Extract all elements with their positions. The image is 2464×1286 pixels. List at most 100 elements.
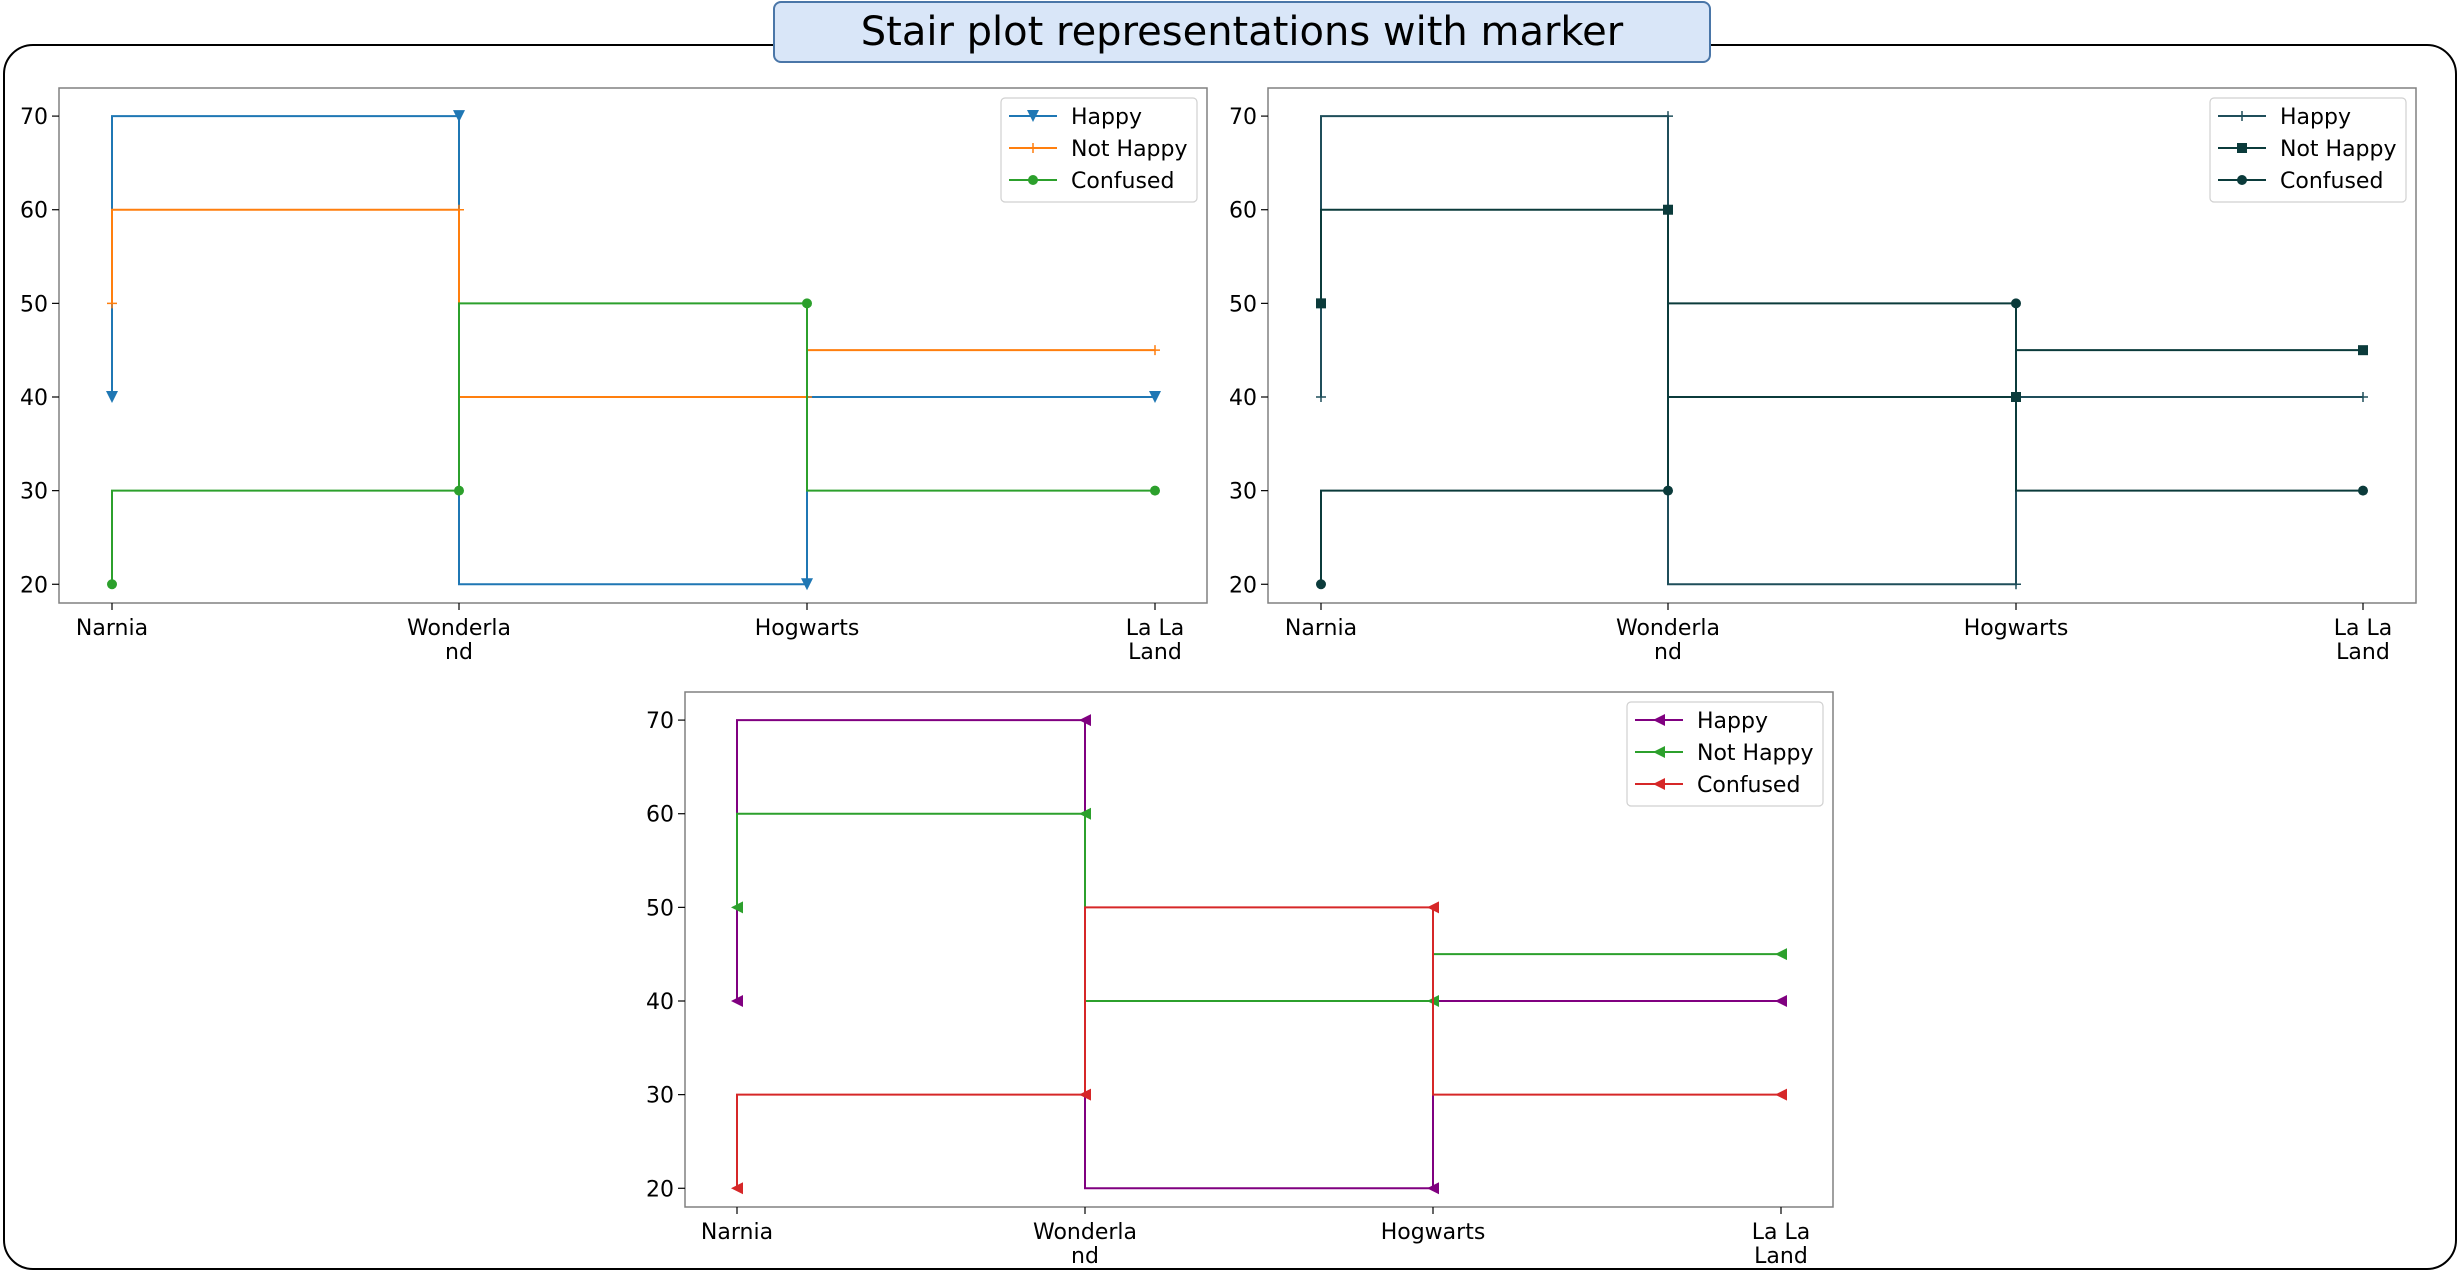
legend: Happy Not Happy Confused [1000,97,1198,203]
data-point-marker [1079,1088,1091,1101]
y-tick-label: 40 [1229,386,1257,411]
data-point-marker [1775,1088,1787,1101]
series-confused [1316,298,2368,590]
legend-marker [1653,714,1665,726]
data-point-marker [107,579,117,590]
y-tick-label: 60 [1229,199,1257,224]
series-confused [107,298,1160,590]
data-point-marker [453,110,465,123]
data-point-marker [2358,345,2368,356]
data-point-marker [1150,345,1160,356]
legend: Happy Not Happy Confused [1626,701,1824,807]
data-point-marker [801,578,813,591]
legend-label: Confused [2280,169,2383,194]
data-point-marker [1427,1182,1439,1195]
series-confused [731,901,1787,1195]
data-point-marker [1775,995,1787,1007]
legend-label: Happy [1071,105,1142,130]
figure-title-box: Stair plot representations with marker [773,1,1711,63]
y-tick-label: 30 [1229,480,1257,505]
x-tick-label: Narnia [1285,616,1357,641]
legend-label: Happy [2280,105,2351,130]
legend-marker [2237,111,2247,121]
data-point-marker [2358,392,2368,402]
series-line [111,302,1155,585]
legend-box [2209,97,2407,203]
data-point-marker [106,391,118,403]
data-point-marker [1316,579,1326,590]
y-tick-label: 70 [1229,105,1257,130]
x-tick-label: Hogwarts [1381,1220,1486,1245]
data-point-marker [1427,901,1439,914]
y-tick-label: 50 [1229,292,1257,317]
legend-label: Happy [1697,709,1768,734]
data-point-marker [731,901,743,914]
x-tick-label: Wonderla nd [1033,1220,1137,1269]
data-point-marker [2011,579,2021,590]
y-tick-label: 40 [20,386,48,411]
y-tick-label: 70 [20,105,48,130]
legend-marker [1653,778,1665,790]
legend-label: Confused [1697,773,1800,798]
series-line [736,906,1781,1189]
y-tick-label: 60 [20,199,48,224]
legend: Happy Not Happy Confused [2209,97,2407,203]
y-tick-label: 70 [646,709,674,734]
x-tick-label: La La Land [2334,616,2392,665]
legend-marker [1027,110,1039,122]
data-point-marker [1316,298,1326,309]
axes-frame [1267,87,2417,604]
data-point-marker [1150,485,1160,496]
data-point-marker [1663,204,1673,215]
series-line [1320,302,2363,585]
y-tick-label: 40 [646,990,674,1015]
data-point-marker [1775,948,1787,961]
legend-marker [2237,143,2247,153]
data-point-marker [2358,485,2368,496]
legend-label: Not Happy [2280,137,2397,162]
x-tick-label: Wonderla nd [1616,616,1720,665]
x-tick-label: Narnia [701,1220,773,1245]
x-tick-label: La La Land [1752,1220,1810,1269]
data-point-marker [731,1182,743,1195]
axes-frame [58,87,1208,604]
legend-marker [2237,175,2247,185]
data-point-marker [2011,298,2021,309]
legend-label: Not Happy [1071,137,1188,162]
x-tick-label: Narnia [76,616,148,641]
data-point-marker [1149,391,1161,403]
y-tick-label: 20 [20,573,48,598]
y-tick-label: 50 [646,896,674,921]
x-tick-label: Hogwarts [755,616,860,641]
data-point-marker [1079,714,1091,727]
legend-marker [1653,746,1665,758]
y-tick-label: 20 [1229,573,1257,598]
y-tick-label: 30 [20,480,48,505]
data-point-marker [107,298,117,309]
data-point-marker [1663,485,1673,496]
y-tick-label: 60 [646,803,674,828]
data-point-marker [802,298,812,309]
x-tick-label: La La Land [1126,616,1184,665]
x-tick-label: Hogwarts [1964,616,2069,641]
legend-label: Not Happy [1697,741,1814,766]
data-point-marker [1316,392,1326,402]
legend-marker [1028,175,1038,185]
figure-title: Stair plot representations with marker [860,9,1624,55]
x-tick-label: Wonderla nd [407,616,511,665]
legend-label: Confused [1071,169,1174,194]
data-point-marker [454,204,464,215]
data-point-marker [731,995,743,1007]
data-point-marker [1079,807,1091,820]
y-tick-label: 50 [20,292,48,317]
y-tick-label: 20 [646,1177,674,1202]
legend-box [1626,701,1824,807]
data-point-marker [454,485,464,496]
legend-box [1000,97,1198,203]
y-tick-label: 30 [646,1084,674,1109]
legend-marker [1028,143,1038,153]
axes-frame [684,691,1834,1208]
